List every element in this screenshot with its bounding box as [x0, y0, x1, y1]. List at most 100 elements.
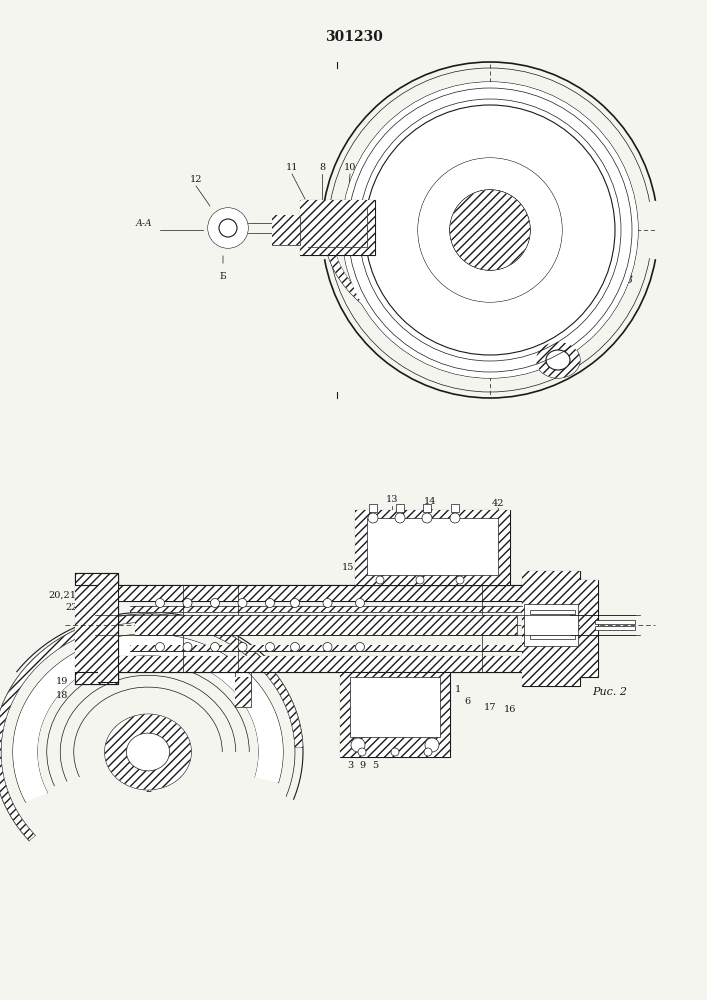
Circle shape	[376, 576, 384, 584]
Text: 18: 18	[56, 692, 68, 700]
Circle shape	[291, 598, 300, 607]
Ellipse shape	[105, 714, 191, 790]
Bar	[130, 606, 522, 612]
Text: Б: Б	[220, 272, 226, 281]
Circle shape	[418, 158, 562, 302]
Bar	[355, 510, 510, 585]
Polygon shape	[0, 614, 303, 841]
Bar	[300, 200, 375, 255]
Ellipse shape	[127, 733, 170, 771]
Bar	[580, 580, 598, 677]
Text: Рис. 2: Рис. 2	[592, 687, 628, 697]
Bar	[118, 656, 525, 672]
Text: 10: 10	[344, 163, 356, 172]
Text: 22: 22	[66, 602, 78, 611]
Polygon shape	[13, 634, 283, 802]
Bar	[135, 615, 517, 635]
Text: 9: 9	[359, 760, 365, 770]
Circle shape	[395, 513, 405, 523]
Bar	[369, 504, 377, 512]
Circle shape	[266, 643, 274, 652]
Circle shape	[416, 576, 424, 584]
Bar	[530, 635, 575, 639]
Circle shape	[156, 598, 165, 607]
Polygon shape	[326, 247, 542, 346]
Polygon shape	[326, 247, 542, 346]
Circle shape	[183, 643, 192, 652]
Circle shape	[450, 190, 530, 270]
Text: 8: 8	[319, 163, 325, 172]
Text: 301230: 301230	[325, 30, 383, 44]
Bar	[340, 671, 450, 757]
Bar	[98, 575, 118, 682]
Circle shape	[358, 748, 366, 756]
Bar	[522, 571, 580, 686]
Bar	[423, 504, 431, 512]
Bar	[235, 677, 250, 707]
Text: 1: 1	[580, 598, 586, 607]
Bar	[340, 671, 450, 757]
Circle shape	[266, 598, 274, 607]
Circle shape	[156, 643, 165, 652]
Circle shape	[208, 208, 248, 248]
Circle shape	[323, 598, 332, 607]
Text: 9: 9	[561, 592, 567, 601]
Ellipse shape	[105, 714, 191, 790]
Bar	[308, 208, 367, 247]
Circle shape	[450, 190, 530, 270]
Bar	[522, 571, 580, 686]
Text: 11: 11	[567, 592, 579, 601]
Text: 13: 13	[386, 495, 398, 504]
Text: 8: 8	[553, 592, 559, 601]
Circle shape	[368, 513, 378, 523]
Bar	[130, 606, 522, 612]
Polygon shape	[0, 614, 303, 841]
Bar	[350, 677, 440, 737]
Bar	[98, 575, 118, 682]
Bar	[118, 585, 525, 601]
Bar	[75, 573, 118, 684]
Text: 14: 14	[399, 568, 411, 578]
Circle shape	[391, 748, 399, 756]
Text: 14: 14	[423, 497, 436, 506]
Circle shape	[323, 643, 332, 652]
Circle shape	[365, 105, 615, 355]
Text: 2: 2	[145, 786, 151, 794]
Circle shape	[425, 738, 439, 752]
Bar	[235, 677, 250, 707]
Circle shape	[450, 513, 460, 523]
Circle shape	[422, 513, 432, 523]
Text: 7: 7	[544, 592, 550, 601]
Text: 3: 3	[347, 760, 353, 770]
Bar	[580, 580, 598, 677]
Text: 16: 16	[504, 706, 516, 714]
Text: 11: 11	[286, 163, 298, 172]
Text: 12: 12	[189, 176, 202, 184]
Circle shape	[356, 598, 365, 607]
Circle shape	[183, 598, 192, 607]
Text: 20,21: 20,21	[48, 590, 76, 599]
Circle shape	[238, 598, 247, 607]
Circle shape	[219, 219, 237, 237]
Ellipse shape	[536, 342, 580, 378]
Bar	[451, 504, 459, 512]
Circle shape	[418, 158, 562, 302]
Bar	[130, 645, 522, 651]
Text: 42: 42	[492, 499, 504, 508]
Bar	[75, 573, 118, 684]
Bar	[530, 610, 575, 614]
Circle shape	[211, 643, 219, 652]
Circle shape	[342, 82, 638, 378]
Bar	[135, 615, 517, 635]
Circle shape	[351, 738, 365, 752]
Bar	[595, 626, 635, 630]
Text: 17: 17	[484, 702, 496, 712]
Ellipse shape	[536, 342, 580, 378]
Bar	[355, 510, 510, 585]
Circle shape	[238, 643, 247, 652]
Bar	[130, 645, 522, 651]
Ellipse shape	[546, 350, 570, 370]
Circle shape	[208, 208, 248, 248]
Text: 10: 10	[444, 585, 456, 594]
Circle shape	[424, 748, 432, 756]
